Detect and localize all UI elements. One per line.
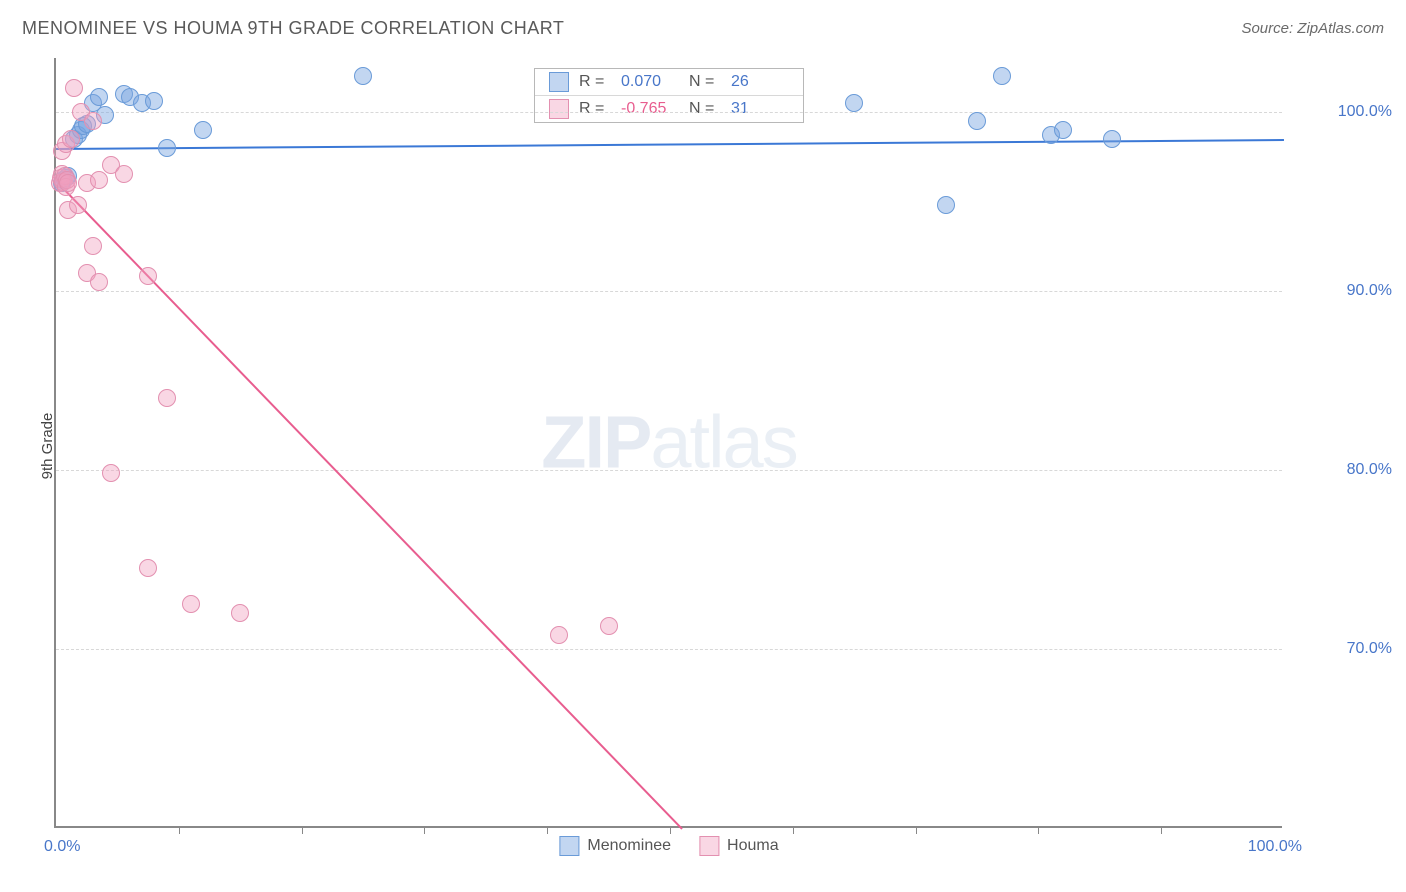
data-point: [139, 559, 157, 577]
data-point: [90, 88, 108, 106]
x-tick: [547, 826, 548, 834]
trend-line: [56, 139, 1284, 150]
y-tick-label: 90.0%: [1292, 282, 1392, 300]
r-value: -0.765: [621, 100, 679, 118]
data-point: [231, 604, 249, 622]
data-point: [90, 273, 108, 291]
y-tick-label: 80.0%: [1292, 461, 1392, 479]
stat-row: R = 0.070 N = 26: [535, 69, 803, 96]
gridline: [56, 649, 1282, 650]
y-tick-label: 70.0%: [1292, 640, 1392, 658]
data-point: [84, 112, 102, 130]
r-value: 0.070: [621, 73, 679, 91]
legend-label: Menominee: [587, 837, 671, 855]
data-point: [937, 196, 955, 214]
data-point: [182, 595, 200, 613]
watermark: ZIPatlas: [541, 400, 796, 485]
data-point: [354, 67, 372, 85]
data-point: [62, 130, 80, 148]
series-swatch: [549, 72, 569, 92]
data-point: [845, 94, 863, 112]
gridline: [56, 470, 1282, 471]
data-point: [59, 174, 77, 192]
data-point: [194, 121, 212, 139]
series-swatch: [549, 99, 569, 119]
y-tick-label: 100.0%: [1292, 103, 1392, 121]
data-point: [158, 389, 176, 407]
data-point: [115, 165, 133, 183]
data-point: [550, 626, 568, 644]
x-axis-max-label: 100.0%: [1248, 838, 1302, 856]
data-point: [139, 267, 157, 285]
n-label: N =: [689, 100, 721, 118]
r-label: R =: [579, 100, 611, 118]
data-point: [993, 67, 1011, 85]
x-tick: [793, 826, 794, 834]
data-point: [968, 112, 986, 130]
n-label: N =: [689, 73, 721, 91]
legend-swatch: [559, 836, 579, 856]
data-point: [1103, 130, 1121, 148]
gridline: [56, 291, 1282, 292]
x-tick: [424, 826, 425, 834]
n-value: 31: [731, 100, 789, 118]
x-tick: [179, 826, 180, 834]
data-point: [600, 617, 618, 635]
stat-row: R = -0.765 N = 31: [535, 96, 803, 122]
chart-source: Source: ZipAtlas.com: [1241, 20, 1384, 37]
data-point: [65, 79, 83, 97]
data-point: [84, 237, 102, 255]
gridline: [56, 112, 1282, 113]
x-tick: [1038, 826, 1039, 834]
x-tick: [302, 826, 303, 834]
data-point: [145, 92, 163, 110]
data-point: [1054, 121, 1072, 139]
x-tick: [1161, 826, 1162, 834]
plot-area: ZIPatlas R = 0.070 N = 26 R = -0.765 N = 31 0.0…: [54, 58, 1282, 828]
legend-item: Menominee: [559, 836, 671, 856]
legend: Menominee Houma: [559, 836, 778, 856]
correlation-stats-box: R = 0.070 N = 26 R = -0.765 N = 31: [534, 68, 804, 123]
r-label: R =: [579, 73, 611, 91]
n-value: 26: [731, 73, 789, 91]
legend-swatch: [699, 836, 719, 856]
x-axis-min-label: 0.0%: [44, 838, 80, 856]
chart-title: MENOMINEE VS HOUMA 9TH GRADE CORRELATION…: [22, 18, 564, 39]
x-tick: [916, 826, 917, 834]
data-point: [90, 171, 108, 189]
data-point: [102, 464, 120, 482]
legend-label: Houma: [727, 837, 779, 855]
x-tick: [670, 826, 671, 834]
data-point: [69, 196, 87, 214]
legend-item: Houma: [699, 836, 779, 856]
data-point: [158, 139, 176, 157]
